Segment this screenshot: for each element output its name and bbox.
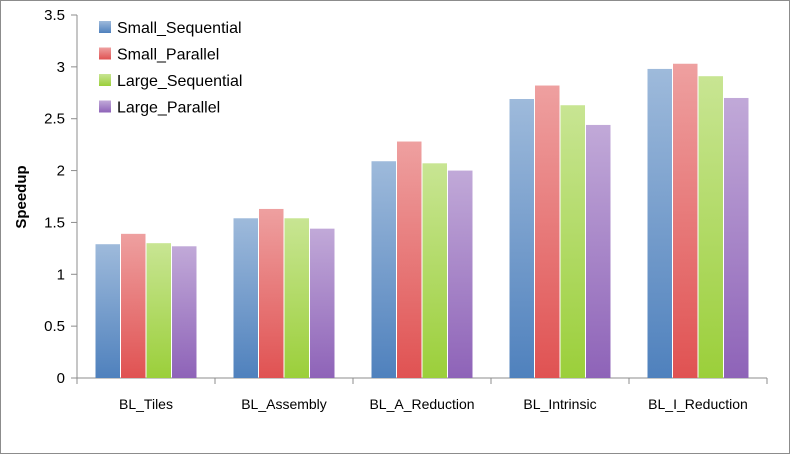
legend-swatch [99,47,111,60]
y-tick-label: 1.5 [44,214,65,231]
bar-small-sequential-bl-a-reduction [371,161,396,378]
bar-large-sequential-bl-assembly [284,218,309,378]
legend-label: Small_Sequential [117,20,242,37]
bar-small-parallel-bl-tiles [121,233,146,378]
y-axis-title: Speedup [13,165,30,228]
bar-large-sequential-bl-intrinsic [560,105,585,378]
bar-large-parallel-bl-i-reduction [724,97,749,378]
y-tick-label: 3 [57,59,65,76]
bar-large-sequential-bl-tiles [146,243,171,378]
bar-large-sequential-bl-i-reduction [698,76,723,378]
y-tick-label: 0.5 [44,318,65,335]
bar-small-parallel-bl-a-reduction [397,141,422,378]
x-category-label: BL_I_Reduction [648,396,748,412]
legend-swatch [99,74,111,86]
legend-label: Large_Parallel [117,100,220,117]
bar-large-parallel-bl-tiles [172,246,197,378]
y-tick-label: 2.5 [44,111,65,128]
x-category-label: BL_A_Reduction [369,396,474,412]
bar-small-sequential-bl-i-reduction [647,68,672,378]
y-tick-label: 0 [57,370,65,387]
legend-label: Small_Parallel [117,47,219,64]
y-tick-label: 1 [57,266,65,283]
legend-swatch [99,100,111,113]
x-category-label: BL_Intrinsic [523,396,596,412]
legend-swatch [99,21,111,33]
bar-large-sequential-bl-a-reduction [422,163,447,378]
bar-large-parallel-bl-intrinsic [586,124,611,379]
x-category-label: BL_Tiles [119,396,173,412]
bar-small-sequential-bl-tiles [95,244,120,378]
bar-small-sequential-bl-assembly [233,218,258,378]
bar-small-parallel-bl-assembly [259,208,284,378]
bar-large-parallel-bl-assembly [310,228,335,378]
plot-area: 0 0.5 1 1.5 2 2.5 3 3.5 BL_Tiles BL_Assembly BL_A_… [44,7,768,412]
y-tick-label: 2 [57,163,65,180]
bar-small-parallel-bl-i-reduction [673,63,698,378]
bar-large-parallel-bl-a-reduction [448,170,473,378]
legend-label: Large_Sequential [117,73,242,90]
bar-small-sequential-bl-intrinsic [509,99,534,378]
bar-small-parallel-bl-intrinsic [535,85,560,379]
y-tick-label: 3.5 [44,7,65,24]
x-category-label: BL_Assembly [241,396,327,412]
